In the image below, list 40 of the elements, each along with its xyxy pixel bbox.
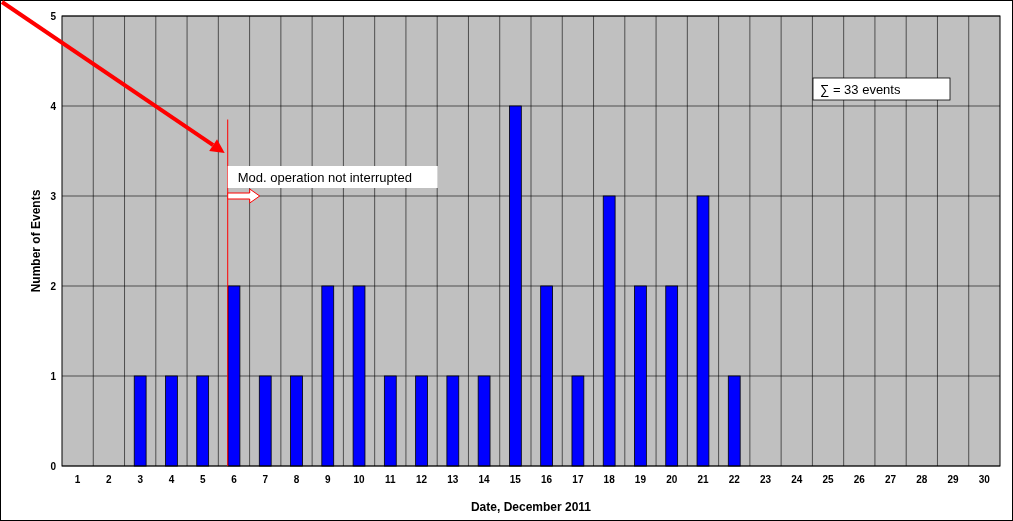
x-tick-label: 5 <box>199 474 206 485</box>
y-tick-label: 0 <box>50 460 57 472</box>
y-tick-label: 2 <box>50 280 57 292</box>
x-tick-label: 9 <box>324 474 331 485</box>
x-tick-label: 4 <box>168 474 175 485</box>
y-tick-label: 4 <box>50 100 57 112</box>
x-tick-label: 12 <box>416 474 428 485</box>
x-tick-label: 8 <box>293 474 300 485</box>
x-tick-label: 28 <box>916 474 928 485</box>
x-tick-label: 10 <box>353 474 366 485</box>
x-tick-label: 3 <box>137 474 144 485</box>
x-tick-label: 26 <box>853 474 866 485</box>
x-tick-label: 1 <box>74 474 81 485</box>
x-tick-label: 25 <box>822 474 835 485</box>
x-tick-label: 14 <box>478 474 491 485</box>
x-tick-label: 11 <box>385 474 397 485</box>
x-tick-label: 23 <box>759 474 772 485</box>
y-tick-label: 5 <box>50 10 57 22</box>
x-axis-title: Date, December 2011 <box>470 500 592 514</box>
annotation: Mod. operation not interrupted <box>237 170 412 185</box>
x-tick-label: 16 <box>541 474 553 485</box>
x-tick-label: 29 <box>947 474 960 485</box>
x-tick-label: 24 <box>791 474 803 485</box>
x-tick-label: 7 <box>262 474 269 485</box>
x-tick-label: 15 <box>509 474 522 485</box>
x-tick-label: 21 <box>697 474 709 485</box>
x-tick-label: 18 <box>603 474 616 485</box>
y-axis-title: Number of Events <box>29 189 43 293</box>
x-tick-label: 2 <box>106 474 113 485</box>
annotation: ∑ = 33 events <box>820 82 901 97</box>
x-tick-label: 13 <box>447 474 459 485</box>
x-tick-label: 19 <box>634 474 647 485</box>
x-tick-label: 20 <box>666 474 678 485</box>
x-tick-label: 30 <box>978 474 991 485</box>
x-tick-label: 6 <box>231 474 238 485</box>
x-tick-label: 17 <box>572 474 584 485</box>
x-tick-label: 27 <box>885 474 897 485</box>
y-tick-label: 1 <box>50 370 57 382</box>
x-tick-label: 22 <box>728 474 741 485</box>
y-tick-label: 3 <box>50 190 57 202</box>
